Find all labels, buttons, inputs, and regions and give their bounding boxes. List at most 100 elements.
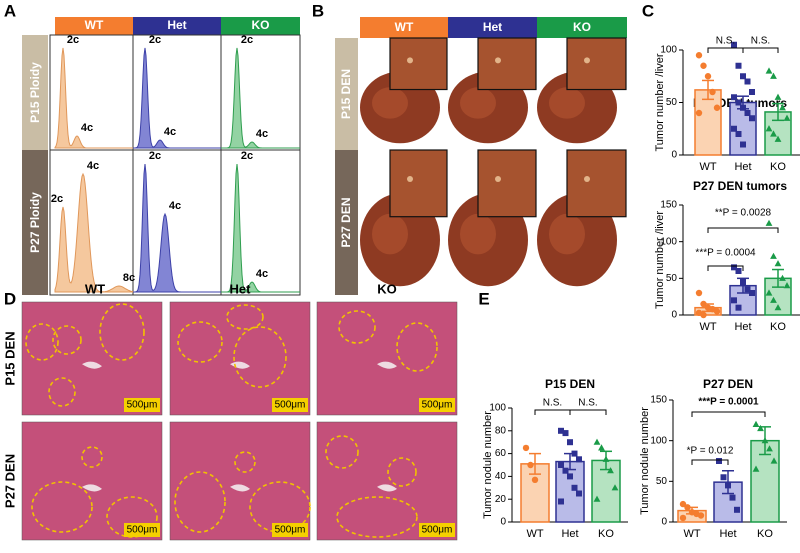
data-point <box>527 461 534 469</box>
data-point <box>735 131 742 137</box>
data-point <box>695 109 703 117</box>
significance-bracket <box>707 265 744 271</box>
x-tick-label: WT <box>683 528 700 540</box>
data-point <box>729 494 736 501</box>
column-header <box>448 17 537 38</box>
panel-letter: B <box>312 1 324 20</box>
significance-bracket <box>691 459 729 465</box>
column-header <box>133 17 221 35</box>
data-point <box>571 484 578 491</box>
data-point <box>558 427 564 434</box>
scale-bar <box>124 398 160 412</box>
y-axis-label: Tumor number /liver <box>654 53 666 151</box>
liver-highlight <box>460 87 496 119</box>
data-point <box>576 456 582 463</box>
zoom-inset <box>566 37 627 91</box>
significance-label: **P = 0.0028 <box>715 208 772 219</box>
y-axis-label: Tumor number /liver <box>654 211 666 309</box>
tumor-outline <box>338 310 376 344</box>
data-point <box>704 73 712 80</box>
x-tick-label: Het <box>719 528 736 540</box>
data-point <box>731 264 737 271</box>
data-point <box>765 125 773 132</box>
data-point <box>598 444 605 451</box>
column-header-label: WT <box>85 281 105 296</box>
zoom-inset <box>477 149 537 218</box>
vessel <box>82 361 102 369</box>
peak-label: 2c <box>149 150 161 162</box>
significance-label: N.S. <box>751 36 770 47</box>
data-point <box>731 94 737 101</box>
significance-label: *P = 0.012 <box>687 446 734 457</box>
data-point <box>731 41 737 48</box>
scale-bar <box>272 398 308 412</box>
data-point <box>558 462 564 468</box>
column-header <box>537 17 627 38</box>
x-tick-label: Het <box>734 321 751 333</box>
data-point <box>611 484 619 491</box>
x-tick-label: WT <box>699 161 716 173</box>
data-point <box>735 304 742 311</box>
tumor-outline <box>325 435 359 469</box>
tumor-outline <box>25 323 59 361</box>
tumor-spot <box>584 57 590 64</box>
column-header-label: KO <box>252 18 270 32</box>
data-point <box>779 104 786 111</box>
data-point <box>770 72 777 79</box>
y-tick-label: 150 <box>660 200 677 211</box>
data-point <box>765 219 773 226</box>
y-tick-label: 100 <box>489 403 506 414</box>
x-tick-label: Het <box>561 528 578 540</box>
data-point <box>770 130 777 137</box>
ploidy-curve <box>54 47 133 149</box>
row-header-label: P27 DEN <box>2 454 17 508</box>
x-tick-label: WT <box>526 528 543 540</box>
data-point <box>679 514 687 522</box>
data-point <box>766 445 773 452</box>
significance-label: N.S. <box>716 36 735 47</box>
y-axis-label: Tumor nodule number <box>482 411 494 519</box>
data-point <box>531 476 539 484</box>
data-point <box>734 506 740 513</box>
ploidy-curve <box>133 47 221 149</box>
column-header <box>55 17 133 35</box>
y-tick-label: 50 <box>666 97 678 108</box>
data-point <box>757 424 764 432</box>
data-point <box>720 474 727 481</box>
tumor-outline <box>99 303 145 361</box>
tumor-spot <box>407 176 413 182</box>
data-point <box>752 465 760 472</box>
y-tick-label: 100 <box>660 45 677 56</box>
liver-highlight <box>372 87 408 119</box>
data-point <box>765 289 773 296</box>
histology-image <box>316 421 458 541</box>
data-point <box>562 467 569 474</box>
data-point <box>770 252 777 259</box>
x-tick-label: KO <box>770 161 786 173</box>
data-point <box>770 457 778 464</box>
y-tick-label: 60 <box>495 448 507 459</box>
peak-label: 4c <box>256 268 268 280</box>
tumor-outline <box>226 304 264 330</box>
data-point <box>783 114 791 121</box>
data-point <box>735 99 742 106</box>
ploidy-curve <box>54 172 134 293</box>
y-tick-label: 100 <box>650 435 667 446</box>
tumor-outline <box>174 471 226 533</box>
x-tick-label: KO <box>598 528 614 540</box>
scale-bar <box>124 523 160 537</box>
column-header <box>360 17 448 38</box>
histology-image <box>169 421 311 541</box>
y-tick-label: 50 <box>656 476 668 487</box>
data-point <box>713 104 721 111</box>
data-point <box>562 430 569 437</box>
column-header-label: WT <box>395 20 414 34</box>
x-tick-label: WT <box>699 321 716 333</box>
tumor-spot <box>407 57 413 64</box>
row-header <box>22 150 48 295</box>
data-point <box>679 500 687 508</box>
y-tick-label: 0 <box>671 150 677 161</box>
chart-title: P27 DEN <box>703 377 753 391</box>
data-point <box>700 62 707 69</box>
